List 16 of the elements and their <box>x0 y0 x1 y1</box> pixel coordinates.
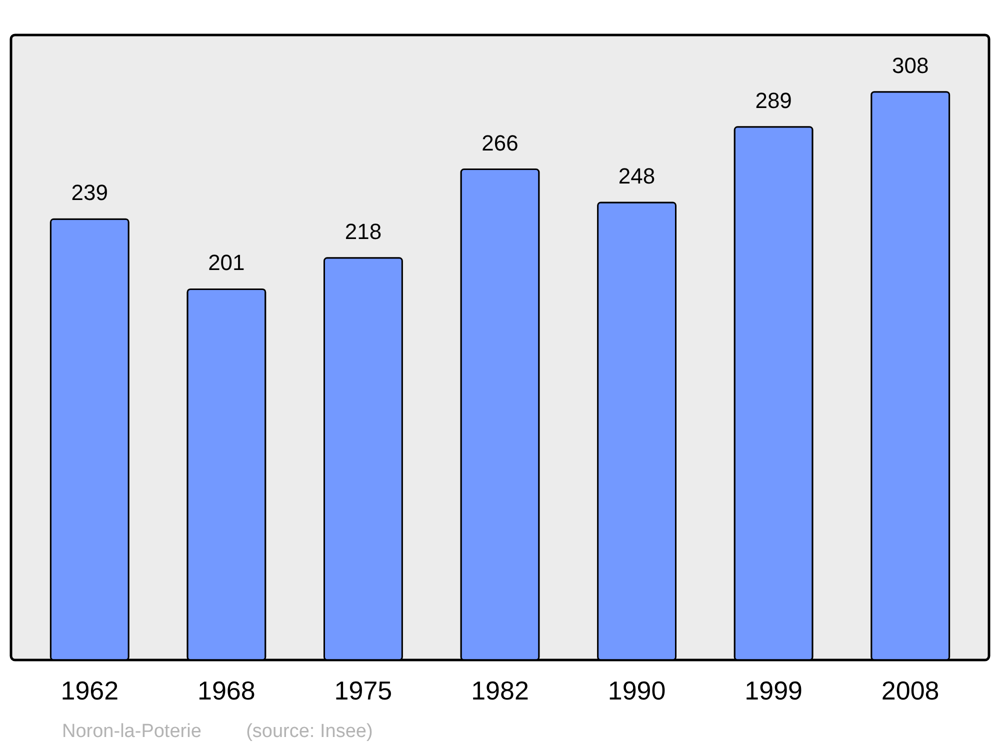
text: Noron-la-Poterie <box>62 721 202 742</box>
x-tick-label: 1999 <box>744 676 802 706</box>
text: (source: Insee) <box>246 721 373 742</box>
x-tick-label: 1968 <box>198 676 256 706</box>
data-label: 201 <box>208 250 245 276</box>
x-tick-label: 1962 <box>60 676 119 706</box>
x-tick-label: 1982 <box>471 676 529 706</box>
x-tick-label: 2008 <box>881 676 940 706</box>
x-tick-label: 1975 <box>334 676 392 706</box>
x-tick-label: 1990 <box>608 676 666 706</box>
data-label: 266 <box>482 130 518 156</box>
data-label: 248 <box>618 164 656 189</box>
data-label: 239 <box>71 180 108 206</box>
data-label: 308 <box>892 52 929 78</box>
data-label: 289 <box>755 88 792 113</box>
data-label: 218 <box>344 218 382 244</box>
